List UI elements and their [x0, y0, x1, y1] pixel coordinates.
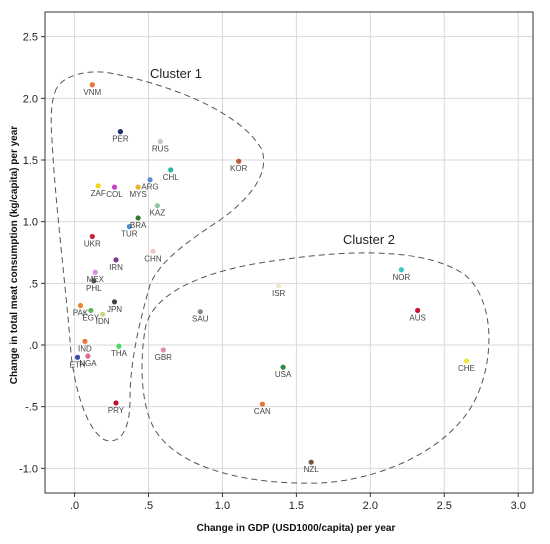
- x-tick-label: 1.0: [215, 500, 230, 512]
- data-point-pry: [113, 400, 119, 406]
- data-point-chl: [168, 167, 174, 173]
- point-label-tha: THA: [111, 349, 128, 358]
- point-label-zaf: ZAF: [91, 189, 106, 198]
- point-label-aus: AUS: [409, 313, 425, 322]
- x-tick-label: 3.0: [511, 500, 526, 512]
- point-label-nga: NGA: [79, 359, 97, 368]
- point-label-usa: USA: [275, 370, 292, 379]
- point-label-eth: ETH: [70, 360, 86, 369]
- point-label-rus: RUS: [152, 145, 169, 154]
- cluster-1-outline: [50, 71, 265, 442]
- x-tick-label: 2.0: [363, 500, 378, 512]
- data-point-ukr: [89, 233, 95, 240]
- point-label-kor: KOR: [230, 164, 248, 173]
- grid: [45, 12, 533, 493]
- data-point-gbr: [160, 347, 166, 353]
- point-label-chn: CHN: [144, 254, 162, 263]
- data-point-egy: [88, 307, 94, 314]
- data-point-nga: [85, 353, 91, 359]
- data-point-can: [259, 401, 265, 407]
- point-label-irn: IRN: [109, 263, 123, 272]
- data-point-kaz: [154, 203, 160, 209]
- data-point-eth: [74, 354, 81, 360]
- point-label-mex: MEX: [87, 275, 105, 284]
- point-label-pry: PRY: [108, 406, 125, 415]
- y-tick-label: 2.5: [23, 32, 38, 44]
- cluster-2-outline: [141, 252, 490, 484]
- point-label-chl: CHL: [163, 173, 180, 182]
- data-point-mys: [135, 184, 141, 190]
- data-point-che: [463, 358, 470, 364]
- point-label-kaz: KAZ: [150, 209, 166, 218]
- point-label-isr: ISR: [272, 289, 286, 298]
- point-label-per: PER: [112, 135, 129, 144]
- y-axis-ticks: -1.0 -.5 .0 .5 1.0 1.5 2.0 2.5: [19, 32, 45, 475]
- data-point-rus: [157, 138, 163, 145]
- data-point-phl: [91, 278, 97, 284]
- y-tick-label: 1.0: [23, 217, 38, 229]
- point-label-ukr: UKR: [84, 239, 101, 248]
- y-tick-label: .5: [29, 278, 38, 290]
- plot-frame: [44, 11, 534, 494]
- point-label-arg: ARG: [141, 183, 158, 192]
- point-label-vnm: VNM: [83, 88, 101, 97]
- data-point-vnm: [89, 82, 95, 88]
- y-tick-label: .0: [29, 340, 38, 352]
- point-label-phl: PHL: [86, 284, 102, 293]
- point-label-sau: SAU: [192, 315, 209, 324]
- data-point-arg: [147, 177, 153, 183]
- data-point-nzl: [308, 459, 314, 465]
- cluster-1-label: Cluster 1: [150, 66, 202, 81]
- data-point-mex: [92, 269, 98, 275]
- data-point-chn: [150, 248, 156, 254]
- point-label-jpn: JPN: [107, 305, 122, 314]
- data-point-jpn: [111, 299, 118, 305]
- data-point-nor: [398, 267, 404, 273]
- point-label-tur: TUR: [121, 230, 138, 239]
- y-tick-label: -1.0: [19, 463, 38, 475]
- x-axis-title: Change in GDP (USD1000/capita) per year: [197, 523, 396, 534]
- data-point-irn: [113, 257, 119, 263]
- point-label-col: COL: [106, 190, 123, 199]
- data-point-idn: [100, 311, 106, 317]
- data-point-isr: [276, 283, 282, 289]
- x-tick-label: 2.5: [437, 500, 452, 512]
- point-label-gbr: GBR: [155, 353, 173, 362]
- data-point-bra: [135, 215, 141, 221]
- data-point-sau: [197, 309, 203, 315]
- y-tick-label: 1.5: [23, 155, 38, 167]
- x-tick-label: 1.5: [289, 500, 304, 512]
- data-point-pak: [77, 302, 84, 309]
- data-point-per: [117, 129, 124, 135]
- data-point-kor: [236, 158, 242, 164]
- point-label-idn: IDN: [96, 317, 110, 326]
- point-label-mys: MYS: [129, 190, 146, 199]
- cluster-outlines: [50, 71, 490, 484]
- data-point-tur: [126, 224, 132, 230]
- point-label-nor: NOR: [392, 273, 410, 282]
- data-points: [74, 82, 470, 465]
- x-axis-ticks: .0 .5 1.0 1.5 2.0 2.5 3.0: [70, 493, 526, 512]
- y-tick-label: -.5: [25, 402, 38, 414]
- data-point-aus: [415, 307, 421, 314]
- cluster-2-label: Cluster 2: [343, 232, 395, 247]
- data-point-ind: [82, 338, 88, 344]
- x-tick-label: .5: [144, 500, 153, 512]
- y-tick-label: 2.0: [23, 93, 38, 105]
- point-label-pak: PAK: [73, 309, 89, 318]
- point-label-can: CAN: [254, 407, 271, 416]
- data-point-zaf: [95, 183, 101, 189]
- point-label-ind: IND: [78, 344, 92, 353]
- data-point-usa: [280, 364, 286, 370]
- data-point-tha: [116, 343, 122, 349]
- point-label-nzl: NZL: [304, 465, 320, 474]
- point-label-egy: EGY: [82, 313, 100, 322]
- data-point-col: [111, 184, 118, 190]
- y-axis-title: Change in total meat consumption (kg/cap…: [9, 126, 20, 384]
- x-tick-label: .0: [70, 500, 79, 512]
- point-label-bra: BRA: [130, 221, 147, 230]
- point-label-che: CHE: [458, 364, 475, 373]
